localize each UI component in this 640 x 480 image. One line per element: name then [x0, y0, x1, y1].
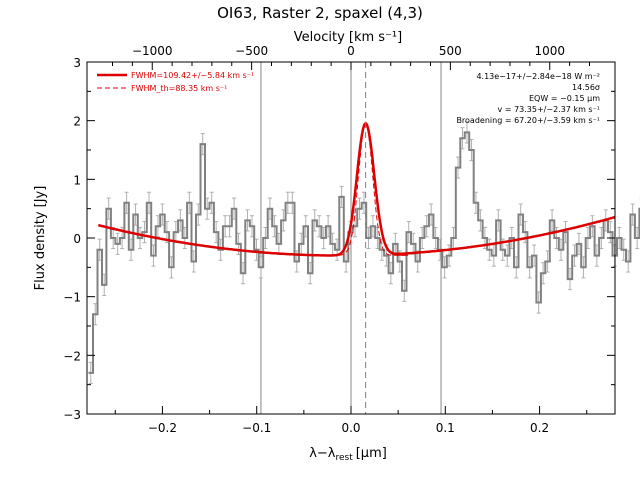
legend: FWHM=109.42+/−5.84 km s⁻¹ FWHM_th=88.35 … — [97, 71, 254, 93]
x-tick-label: −0.2 — [148, 421, 177, 435]
total-fit-line — [97, 121, 616, 257]
top-tick-label: 1000 — [534, 44, 565, 58]
x-tick-label: 0.1 — [436, 421, 455, 435]
x-axis-label-unit: [μm] — [356, 446, 387, 461]
y-tick-label: −2 — [63, 349, 81, 363]
data-series-line — [88, 131, 640, 374]
axis-ticks — [87, 61, 615, 415]
y-tick-label: 3 — [73, 56, 81, 70]
annotation-flux: 4.13e−17+/−2.84e−18 W m⁻² — [476, 72, 600, 81]
legend-fwhm-th: FWHM_th=88.35 km s⁻¹ — [131, 84, 227, 93]
plot-area — [88, 62, 640, 414]
y-tick-label: 0 — [73, 232, 81, 246]
annotation-sigma: 14.56σ — [572, 83, 600, 92]
x-axis-label-sub: rest — [335, 453, 353, 463]
chart-title: OI63, Raster 2, spaxel (4,3) — [217, 4, 423, 22]
top-tick-labels: −1000 −500 0 500 1000 — [132, 44, 565, 58]
y-tick-label: 2 — [73, 115, 81, 129]
top-tick-label: −1000 — [132, 44, 173, 58]
top-tick-label: 0 — [347, 44, 355, 58]
annotation-eqw: EQW = −0.15 μm — [529, 94, 600, 103]
y-tick-labels: −3 −2 −1 0 1 2 3 — [63, 56, 81, 422]
error-bars — [88, 121, 640, 384]
top-tick-label: −500 — [235, 44, 268, 58]
x-tick-label: −0.1 — [242, 421, 271, 435]
x-tick-label: 0.2 — [530, 421, 549, 435]
y-tick-label: −3 — [63, 408, 81, 422]
x-axis-label: λ−λrest [μm] — [309, 446, 387, 463]
fit-annotations: 4.13e−17+/−2.84e−18 W m⁻² 14.56σ EQW = −… — [456, 72, 600, 125]
annotation-broadening: Broadening = 67.20+/−3.59 km s⁻¹ — [456, 116, 600, 125]
annotation-velocity: v = 73.35+/−2.37 km s⁻¹ — [498, 105, 600, 114]
top-tick-label: 500 — [439, 44, 462, 58]
x-tick-labels: −0.2 −0.1 0.0 0.1 0.2 — [148, 421, 549, 435]
x-axis-label-main: λ−λ — [309, 446, 336, 461]
top-axis-label: Velocity [km s⁻¹] — [294, 30, 402, 45]
x-tick-label: 0.0 — [341, 421, 360, 435]
y-tick-label: 1 — [73, 173, 81, 187]
legend-fwhm: FWHM=109.42+/−5.84 km s⁻¹ — [131, 71, 254, 80]
y-tick-label: −1 — [63, 291, 81, 305]
y-axis-label: Flux density [Jy] — [33, 186, 48, 291]
